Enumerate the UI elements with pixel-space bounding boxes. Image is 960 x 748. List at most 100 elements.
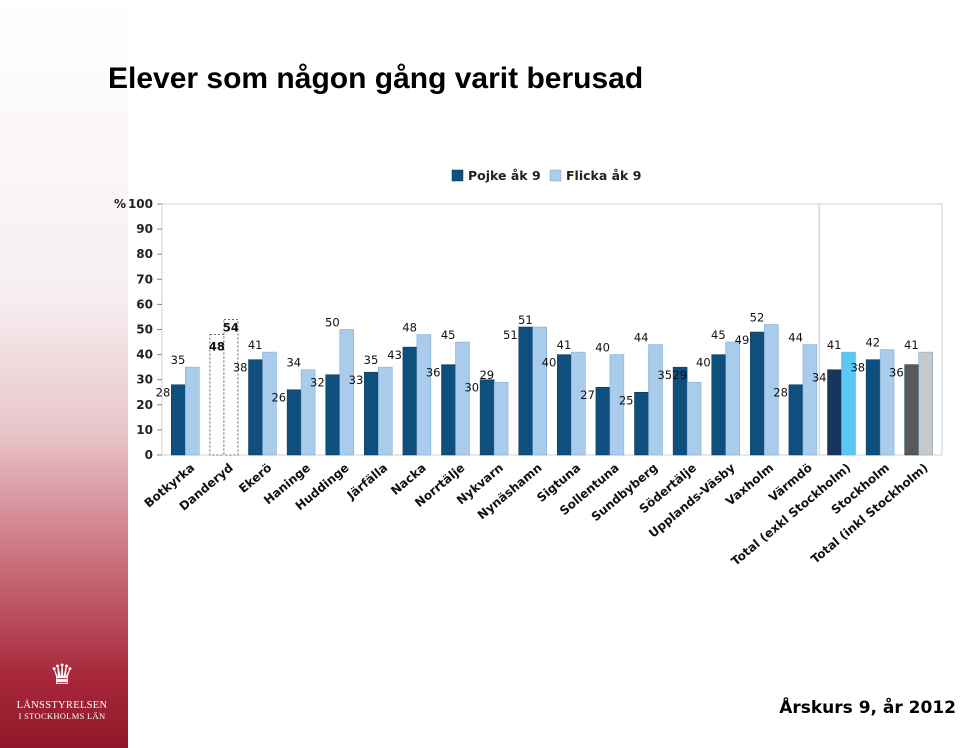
legend-label-pojke: Pojke åk 9 (468, 168, 541, 183)
data-label-flicka: 40 (595, 341, 610, 355)
bar-layer (171, 318, 933, 456)
bar-pojke (595, 386, 611, 456)
x-tick-label: Järfälla (344, 461, 391, 503)
bar-pojke (364, 371, 379, 456)
bar-flicka (455, 341, 470, 456)
y-tick-label: 80 (136, 247, 153, 261)
bar-flicka (416, 334, 432, 456)
bar-flicka (609, 354, 625, 456)
y-tick-label: 30 (136, 373, 153, 387)
bar-pojke (479, 379, 495, 456)
bar-flicka (918, 351, 933, 456)
legend-label-flicka: Flicka åk 9 (566, 168, 641, 183)
plot-frame (161, 203, 943, 456)
crown-icon: ♛ (49, 659, 75, 690)
bar-flicka (532, 326, 547, 456)
y-tick-label: 70 (136, 272, 153, 286)
data-label-flicka: 44 (634, 331, 649, 345)
data-label-flicka: 52 (750, 310, 765, 324)
bar-pojke (325, 374, 340, 456)
data-label-pojke: 36 (426, 366, 441, 380)
bar-pojke (904, 364, 919, 456)
data-label-flicka: 41 (904, 338, 919, 352)
bar-flicka (764, 324, 779, 456)
bar-flicka (300, 369, 316, 456)
y-tick-label: 20 (136, 398, 153, 412)
data-label-pojke: 33 (349, 373, 364, 387)
legend-swatch-pojke (451, 169, 464, 182)
data-label-flicka: 51 (518, 313, 533, 327)
y-axis-unit: % (114, 197, 126, 211)
bar-flicka (879, 349, 895, 456)
data-label-pojke: 26 (271, 391, 286, 405)
data-label-flicka: 44 (788, 331, 803, 345)
data-label-flicka: 50 (325, 316, 340, 330)
data-label-pojke: 48 (209, 340, 225, 354)
y-tick-label: 40 (136, 348, 153, 362)
data-label-flicka: 54 (223, 320, 239, 334)
bar-flicka (802, 344, 818, 456)
data-label-flicka: 41 (248, 338, 263, 352)
data-label-flicka: 42 (865, 336, 880, 350)
bar-pojke (634, 392, 649, 456)
data-label-flicka: 35 (364, 353, 379, 367)
data-label-flicka: 34 (286, 356, 301, 370)
data-label-flicka: 41 (557, 338, 572, 352)
y-tick-label: 10 (136, 423, 153, 437)
data-label-pojke: 25 (619, 393, 634, 407)
data-label-pojke: 43 (387, 348, 402, 362)
bar-pojke (209, 334, 225, 456)
data-label-flicka: 45 (441, 328, 456, 342)
data-label-flicka: 41 (827, 338, 842, 352)
bar-flicka (262, 351, 277, 456)
page-title: Elever som någon gång varit berusad (108, 62, 644, 95)
data-label-pojke: 49 (735, 333, 750, 347)
bar-flicka (493, 381, 509, 456)
y-tick-label: 50 (136, 323, 153, 337)
bar-pojke (402, 346, 418, 456)
logo-line-1: LÄNSSTYRELSEN (16, 700, 108, 711)
bar-pojke (286, 389, 302, 456)
data-label-pojke: 34 (812, 371, 827, 385)
bar-pojke (557, 354, 572, 456)
bar-pojke (441, 364, 456, 456)
bar-pojke (750, 331, 765, 456)
bar-flicka (841, 351, 856, 456)
bar-pojke (171, 384, 186, 456)
bar-flicka (571, 351, 586, 456)
y-tick-label: 0 (145, 448, 153, 462)
y-tick-label: 90 (136, 222, 153, 236)
legend-swatch-flicka (549, 169, 562, 182)
bar-flicka (686, 381, 702, 456)
footer-caption: Årskurs 9, år 2012 (779, 698, 956, 718)
bar-pojke (518, 326, 533, 456)
data-label-pojke: 28 (773, 386, 788, 400)
data-label-pojke: 38 (233, 361, 248, 375)
data-label-pojke: 40 (542, 356, 557, 370)
x-tick-label: Sundbyberg (589, 461, 661, 524)
bar-flicka (648, 344, 663, 456)
bar-flicka (725, 341, 740, 456)
bar-flicka (339, 329, 354, 456)
side-band (0, 0, 128, 748)
data-label-pojke: 40 (696, 356, 711, 370)
data-label-pojke: 36 (889, 366, 904, 380)
lansstyrelsen-logo: ♛ LÄNSSTYRELSEN I STOCKHOLMS LÄN (14, 659, 110, 722)
legend: Pojke åk 9 Flicka åk 9 (451, 168, 641, 183)
bar-pojke (827, 369, 842, 456)
data-label-pojke: 35 (657, 368, 672, 382)
bar-pojke (865, 359, 881, 456)
data-label-flicka: 29 (672, 368, 687, 382)
bar-flicka (185, 366, 200, 456)
data-label-pojke: 32 (310, 376, 325, 390)
logo-line-2: I STOCKHOLMS LÄN (18, 711, 106, 721)
data-label-flicka: 45 (711, 328, 726, 342)
bar-pojke (788, 384, 804, 456)
bar-flicka (378, 366, 393, 456)
bar-pojke (248, 359, 263, 456)
axis-layer: 0 10 20 30 40 50 60 70 80 90 100% (114, 197, 943, 462)
y-tick-label: 60 (136, 297, 153, 311)
data-label-flicka: 29 (479, 368, 494, 382)
data-label-pojke: 30 (464, 381, 479, 395)
